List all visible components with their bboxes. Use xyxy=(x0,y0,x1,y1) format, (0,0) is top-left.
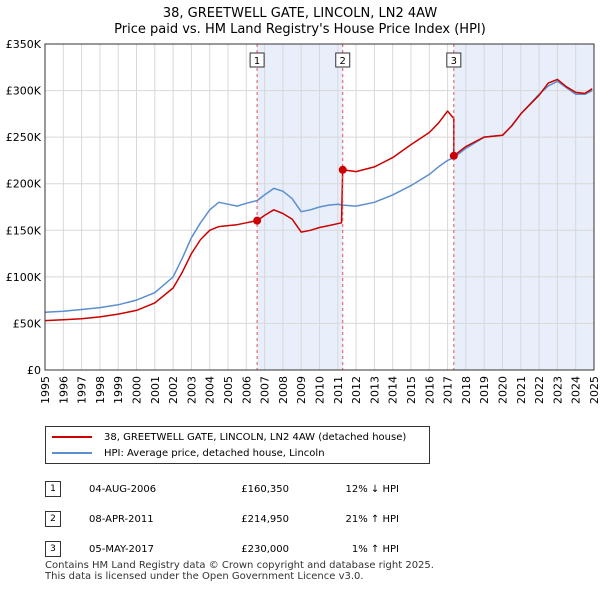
chart-title: 38, GREETWELL GATE, LINCOLN, LN2 4AW xyxy=(162,6,438,21)
attribution-footer: Contains HM Land Registry data © Crown c… xyxy=(45,560,434,582)
sale-price: £160,350 xyxy=(241,483,289,495)
legend-label-hpi: HPI: Average price, detached house, Linc… xyxy=(104,447,325,459)
x-tick-label: 2020 xyxy=(497,376,510,404)
y-tick-label: £300K xyxy=(6,85,42,98)
x-tick-label: 2007 xyxy=(259,376,272,404)
sale-label-box xyxy=(446,52,462,68)
sale-date: 08-APR-2011 xyxy=(89,513,154,525)
sale-marker-badge: 1 xyxy=(45,481,61,497)
x-tick-label: 2002 xyxy=(167,376,180,404)
x-tick-label: 1998 xyxy=(94,376,107,404)
sale-hpi-diff: 21% ↑ HPI xyxy=(345,513,399,525)
x-tick-label: 2012 xyxy=(350,376,363,404)
x-tick-label: 2017 xyxy=(442,376,455,404)
legend-swatch-hpi xyxy=(52,452,92,454)
sale-label-box xyxy=(249,52,265,68)
sale-price: £230,000 xyxy=(241,543,289,555)
y-tick-label: £350K xyxy=(6,38,42,51)
x-tick-label: 2018 xyxy=(460,376,473,404)
sale-price: £214,950 xyxy=(241,513,289,525)
footer-line-1: Contains HM Land Registry data © Crown c… xyxy=(45,560,434,571)
x-tick-label: 2011 xyxy=(332,376,345,404)
sale-marker-badge: 2 xyxy=(45,511,61,527)
x-tick-label: 1997 xyxy=(76,376,89,404)
x-tick-label: 2010 xyxy=(314,376,327,404)
x-tick-label: 2021 xyxy=(515,376,528,404)
x-tick-label: 2023 xyxy=(551,376,564,404)
sales-row: 1 04-AUG-2006 £160,350 12% ↓ HPI xyxy=(45,474,399,504)
x-tick-label: 2000 xyxy=(131,376,144,404)
x-tick-label: 2022 xyxy=(533,376,546,404)
chart-legend: 38, GREETWELL GATE, LINCOLN, LN2 4AW (de… xyxy=(45,426,430,464)
x-tick-label: 2014 xyxy=(387,376,400,404)
x-tick-label: 2001 xyxy=(149,376,162,404)
ownership-period-shade xyxy=(453,44,594,370)
legend-swatch-property xyxy=(52,436,92,438)
sale-point xyxy=(338,165,347,174)
legend-label-property: 38, GREETWELL GATE, LINCOLN, LN2 4AW (de… xyxy=(104,431,407,443)
sale-label-box xyxy=(335,52,351,68)
x-tick-label: 2004 xyxy=(204,376,217,404)
sales-row: 2 08-APR-2011 £214,950 21% ↑ HPI xyxy=(45,504,399,534)
sale-hpi-diff: 12% ↓ HPI xyxy=(345,483,399,495)
sale-date: 04-AUG-2006 xyxy=(89,483,157,495)
y-tick-label: £250K xyxy=(6,131,42,144)
price-chart: 1 2 3 1995 1996 1997 1998 1999 2000 2001 2002 2003… xyxy=(6,38,600,404)
x-tick-label: 2025 xyxy=(588,376,600,404)
sales-table: 1 04-AUG-2006 £160,350 12% ↓ HPI 2 08-AP… xyxy=(45,474,399,564)
y-tick-label: £100K xyxy=(6,271,42,284)
y-tick-label: £200K xyxy=(6,178,42,191)
y-tick-label: £50K xyxy=(13,317,42,330)
x-tick-label: 2015 xyxy=(405,376,418,404)
sale-point xyxy=(449,151,458,160)
x-tick-label: 2005 xyxy=(222,376,235,404)
x-tick-label: 1995 xyxy=(39,376,52,404)
sale-label: 1 xyxy=(254,56,260,67)
x-tick-label: 2013 xyxy=(368,376,381,404)
x-tick-label: 2019 xyxy=(478,376,491,404)
x-tick-label: 2008 xyxy=(277,376,290,404)
x-tick-label: 2003 xyxy=(185,376,198,404)
x-tick-label: 1996 xyxy=(57,376,70,404)
y-tick-label: £0 xyxy=(27,364,41,377)
sale-point xyxy=(253,216,262,225)
sale-date: 05-MAY-2017 xyxy=(89,543,155,555)
x-tick-label: 2016 xyxy=(423,376,436,404)
sales-row: 3 05-MAY-2017 £230,000 1% ↑ HPI xyxy=(45,534,399,564)
chart-subtitle: Price paid vs. HM Land Registry's House … xyxy=(114,22,486,37)
y-tick-label: £150K xyxy=(6,224,42,237)
x-tick-label: 2006 xyxy=(240,376,253,404)
x-tick-label: 2009 xyxy=(295,376,308,404)
footer-line-2: This data is licensed under the Open Gov… xyxy=(45,571,364,582)
sale-hpi-diff: 1% ↑ HPI xyxy=(351,543,399,555)
legend-item-hpi: HPI: Average price, detached house, Linc… xyxy=(52,446,325,460)
sale-label: 3 xyxy=(451,56,457,67)
sale-marker-badge: 3 xyxy=(45,541,61,557)
sale-label: 2 xyxy=(340,56,346,67)
ownership-period-shade xyxy=(257,44,343,370)
legend-item-property: 38, GREETWELL GATE, LINCOLN, LN2 4AW (de… xyxy=(52,430,406,444)
property-price-line xyxy=(44,78,593,322)
x-tick-label: 2024 xyxy=(570,376,583,404)
x-tick-label: 1999 xyxy=(112,376,125,404)
plot-border xyxy=(44,43,595,371)
